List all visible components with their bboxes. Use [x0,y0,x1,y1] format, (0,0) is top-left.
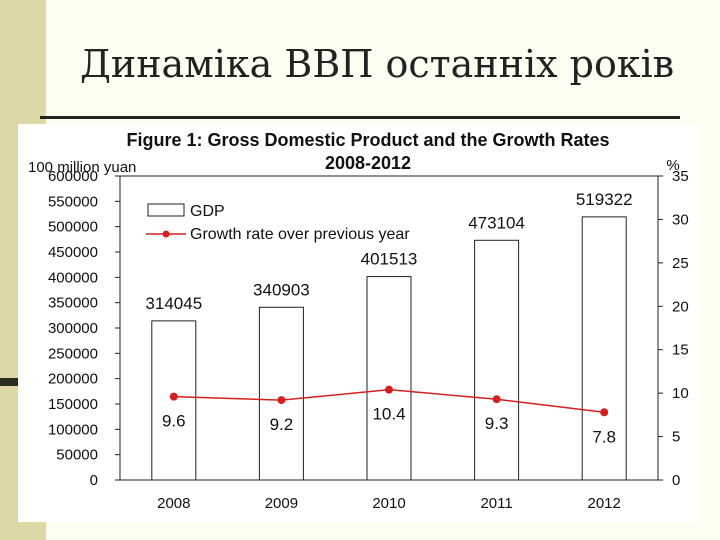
left-tick-label: 450000 [48,244,98,261]
left-tick-label: 150000 [48,396,98,413]
left-tick-label: 250000 [48,345,98,362]
gdp-bar [474,239,520,481]
right-tick-label: 25 [672,255,689,272]
legend-label-growth: Growth rate over previous year [190,226,410,243]
growth-rate-point [277,396,286,405]
chart-title: Figure 1: Gross Domestic Product and the… [126,130,609,150]
gdp-bar [366,276,412,481]
x-tick-label: 2008 [157,495,190,512]
left-tick-label: 50000 [56,447,98,464]
left-axis-unit: 100 million yuan [28,159,136,176]
gdp-bar [581,216,627,481]
x-tick-label: 2012 [588,495,621,512]
legend-swatch-growth-marker [162,230,170,238]
growth-rate-label: 10.4 [372,405,405,424]
title-underline [40,116,680,119]
right-tick-label: 5 [672,429,680,446]
left-tick-label: 550000 [48,193,98,210]
growth-rate-label: 9.2 [270,415,294,434]
left-tick-label: 300000 [48,320,98,337]
growth-rate-point [385,385,393,394]
growth-rate-label: 9.3 [485,414,509,433]
x-tick-label: 2011 [480,495,512,512]
growth-rate-label: 9.6 [162,412,186,431]
growth-rate-point [600,408,609,417]
growth-rate-line [169,385,609,417]
left-tick-label: 500000 [48,219,98,236]
right-tick-label: 35 [672,168,689,185]
chart-container: Figure 1: Gross Domestic Product and the… [18,124,700,522]
x-axis: 2008 2009 2010 2011 2012 [157,495,621,512]
legend-label-gdp: GDP [190,203,225,220]
growth-rate-label: 7.8 [592,427,616,446]
legend: GDP Growth rate over previous year [146,203,410,243]
left-tick-label: 100000 [48,421,98,438]
left-tick-label: 200000 [48,371,98,388]
gdp-bar-label: 519322 [576,190,633,209]
x-tick-label: 2010 [372,495,405,512]
right-tick-label: 0 [672,472,680,489]
right-tick-label: 20 [672,298,689,315]
x-tick-label: 2009 [265,495,298,512]
right-axis-unit: % [666,157,679,174]
gdp-bar-label: 473104 [468,213,525,232]
gdp-bar-labels: 314045 340903 401513 473104 519322 [145,190,632,313]
gdp-bar-label: 314045 [145,294,202,313]
right-tick-label: 15 [672,342,689,359]
legend-swatch-gdp [147,203,185,217]
left-tick-label: 400000 [48,269,98,286]
growth-rate-point [492,395,501,404]
gdp-chart: Figure 1: Gross Domestic Product and the… [28,130,689,512]
gdp-bar-label: 340903 [253,280,310,299]
right-axis: 0 5 10 15 20 25 30 35 [658,168,689,489]
chart-subtitle: 2008-2012 [325,153,411,173]
growth-rate-labels: 9.6 9.2 10.4 9.3 7.8 [162,405,616,447]
gdp-bar [258,306,304,481]
right-tick-label: 30 [672,211,689,228]
left-axis: 0 50000 100000 150000 200000 250000 300000 3500… [48,168,120,489]
gdp-bar-label: 401513 [361,250,418,269]
right-tick-label: 10 [672,385,689,402]
growth-rate-point [169,392,178,401]
left-tick-label: 350000 [48,295,98,312]
left-tick-label: 600000 [48,168,98,185]
left-tick-label: 0 [90,472,98,489]
slide-title: Динаміка ВВП останніх років [80,42,675,86]
